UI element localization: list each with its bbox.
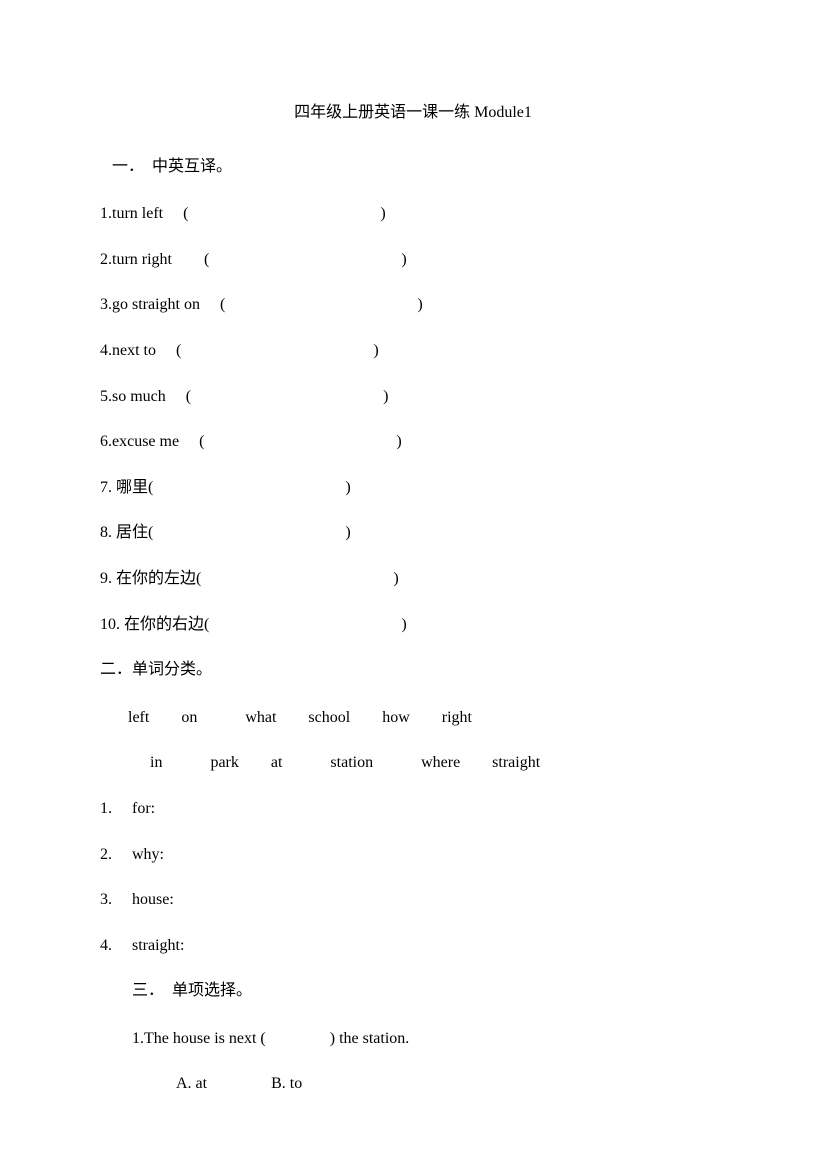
q2-item: 2. why: bbox=[100, 842, 726, 868]
q1-item: 3.go straight on ( ) bbox=[100, 292, 726, 318]
section2-header: 二．单词分类。 bbox=[100, 657, 726, 683]
section1-header: 一． 中英互译。 bbox=[100, 154, 726, 180]
q3-question: 1.The house is next ( ) the station. bbox=[100, 1026, 726, 1052]
word-bank-line1: left on what school how right bbox=[100, 705, 726, 731]
q1-item: 1.turn left ( ) bbox=[100, 201, 726, 227]
q2-item: 4. straight: bbox=[100, 933, 726, 959]
q2-item: 3. house: bbox=[100, 887, 726, 913]
q1-item: 2.turn right ( ) bbox=[100, 247, 726, 273]
q3-choices: A. at B. to bbox=[100, 1071, 726, 1097]
q1-item: 6.excuse me ( ) bbox=[100, 429, 726, 455]
q1-item: 10. 在你的右边( ) bbox=[100, 612, 726, 638]
word-bank-line2: in park at station where straight bbox=[100, 750, 726, 776]
q1-item: 4.next to ( ) bbox=[100, 338, 726, 364]
q1-item: 5.so much ( ) bbox=[100, 384, 726, 410]
q1-item: 7. 哪里( ) bbox=[100, 475, 726, 501]
page-title: 四年级上册英语一课一练 Module1 bbox=[100, 100, 726, 126]
q2-item: 1. for: bbox=[100, 796, 726, 822]
section3-header: 三． 单项选择。 bbox=[100, 978, 726, 1004]
q1-item: 8. 居住( ) bbox=[100, 520, 726, 546]
q1-item: 9. 在你的左边( ) bbox=[100, 566, 726, 592]
